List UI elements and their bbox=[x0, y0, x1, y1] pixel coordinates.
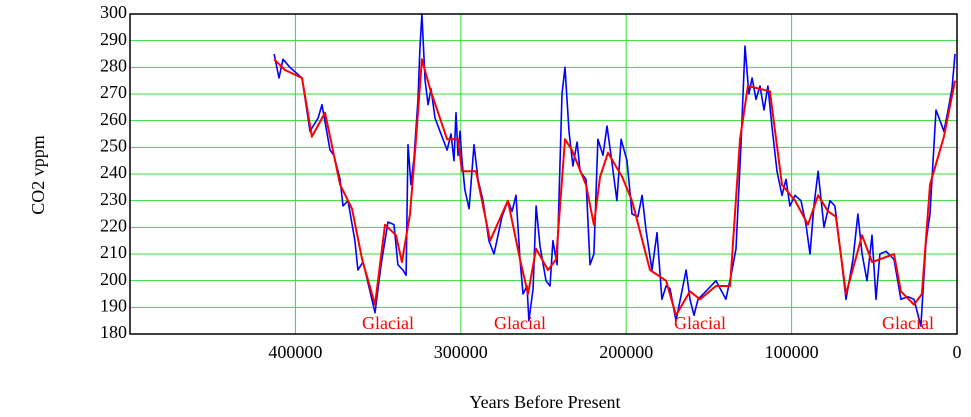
y-tick-label: 200 bbox=[100, 269, 127, 289]
y-axis-label: CO2 vppm bbox=[28, 135, 48, 215]
x-tick-label: 200000 bbox=[599, 342, 653, 362]
y-tick-label: 290 bbox=[100, 29, 127, 49]
y-tick-label: 300 bbox=[100, 2, 127, 22]
data-line bbox=[273, 58, 956, 317]
x-tick-label: 400000 bbox=[268, 342, 322, 362]
plot-border bbox=[129, 13, 958, 335]
annotation: Glacial bbox=[362, 313, 414, 333]
y-tick-label: 230 bbox=[100, 189, 127, 209]
y-tick-label: 210 bbox=[100, 242, 127, 262]
data-line bbox=[273, 13, 956, 327]
x-axis-label: Years Before Present bbox=[469, 392, 620, 412]
y-tick-label: 220 bbox=[100, 215, 127, 235]
x-tick-label: 0 bbox=[953, 342, 962, 362]
x-tick-label: 300000 bbox=[434, 342, 488, 362]
annotation: Glacial bbox=[882, 313, 934, 333]
y-tick-label: 260 bbox=[100, 109, 127, 129]
x-tick-label: 100000 bbox=[765, 342, 819, 362]
y-tick-label: 180 bbox=[100, 322, 127, 342]
y-tick-label: 270 bbox=[100, 82, 127, 102]
y-tick-label: 280 bbox=[100, 55, 127, 75]
y-tick-label: 190 bbox=[100, 295, 127, 315]
annotation: Glacial bbox=[494, 313, 546, 333]
y-tick-label: 250 bbox=[100, 135, 127, 155]
y-tick-label: 240 bbox=[100, 162, 127, 182]
annotation: Glacial bbox=[674, 313, 726, 333]
